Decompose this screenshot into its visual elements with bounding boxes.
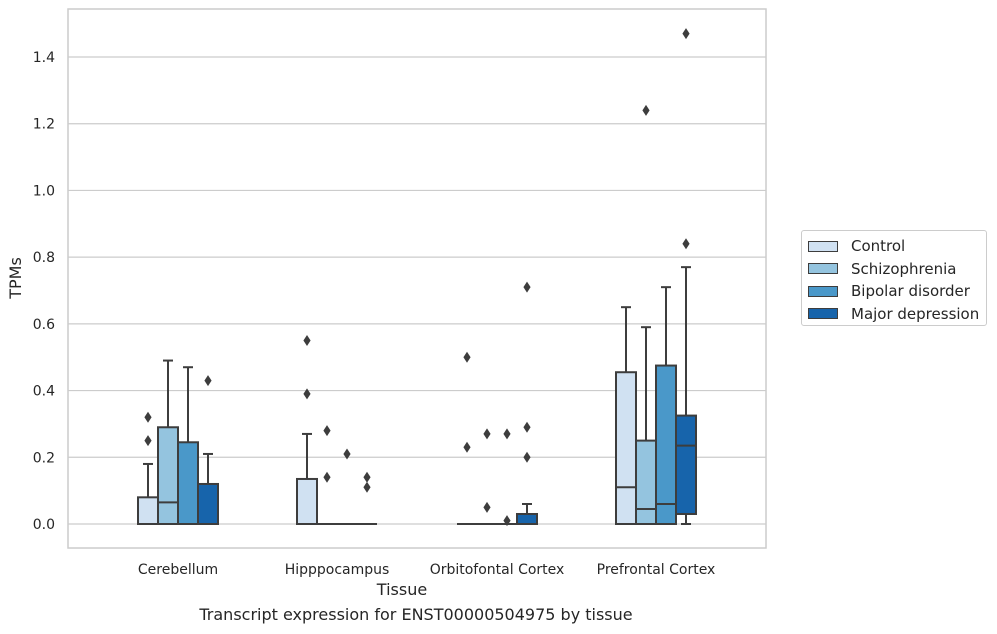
legend-label: Major depression — [851, 304, 980, 323]
legend: Control Schizophrenia Bipolar disorder Majo… — [801, 230, 987, 326]
legend-swatch — [808, 240, 838, 252]
outlier-point — [503, 428, 511, 440]
outlier-point — [523, 421, 531, 433]
plot-frame — [67, 8, 767, 549]
figure-caption: Transcript expression for ENST0000050497… — [199, 605, 633, 624]
legend-item: Schizophrenia — [808, 258, 986, 281]
outlier-point — [642, 104, 650, 116]
x-tick-label: Cerebellum — [138, 562, 218, 578]
outlier-point — [682, 28, 690, 40]
box-control-3 — [615, 306, 637, 525]
outlier-point — [483, 501, 491, 513]
legend-label: Bipolar disorder — [851, 282, 970, 301]
legend-item: Bipolar disorder — [808, 280, 986, 303]
boxes-layer — [137, 28, 697, 527]
y-tick-label: 1.0 — [33, 183, 55, 199]
legend-item: Major depression — [808, 303, 986, 326]
box-major-depression-2 — [516, 281, 538, 526]
y-tick-label: 0.2 — [33, 450, 55, 466]
box-bipolar-disorder-3 — [655, 286, 677, 525]
box-bipolar-disorder-0 — [177, 366, 199, 525]
box-control-1 — [296, 335, 318, 526]
y-tick-label: 0.4 — [33, 384, 55, 400]
outlier-point — [363, 471, 371, 483]
box-control-0 — [137, 411, 159, 526]
outlier-point — [682, 238, 690, 250]
y-tick-label: 0.8 — [33, 250, 55, 266]
outlier-point — [204, 375, 212, 387]
y-tick-label: 1.2 — [33, 117, 55, 133]
y-axis-label: TPMs — [6, 257, 25, 300]
box-bipolar-disorder-1 — [337, 448, 357, 525]
axis-layer: 0.0 0.2 0.4 0.6 0.8 1.0 1.2 1.4 Cerebellum Hipppo… — [33, 50, 716, 578]
box-body — [655, 364, 677, 525]
x-tick-label: Orbitofontal Cortex — [430, 562, 565, 578]
box-major-depression-3 — [675, 28, 697, 525]
legend-swatch — [808, 263, 838, 275]
x-tick-label: Prefrontal Cortex — [597, 562, 716, 578]
box-body — [157, 426, 179, 525]
legend-swatch — [808, 308, 838, 320]
x-tick-label: Hipppocampus — [285, 562, 390, 578]
x-axis-label: Tissue — [376, 580, 427, 599]
outlier-point — [144, 435, 152, 447]
box-major-depression-1 — [357, 471, 377, 525]
box-control-2 — [457, 351, 477, 525]
box-body — [177, 441, 199, 525]
legend-item: Control — [808, 235, 986, 258]
outlier-point — [303, 388, 311, 400]
box-body — [615, 371, 637, 525]
box-body — [296, 477, 318, 526]
outlier-point — [503, 515, 511, 527]
box-body — [197, 482, 219, 526]
box-body — [675, 414, 697, 515]
box-bipolar-disorder-2 — [497, 428, 517, 527]
outlier-point — [523, 451, 531, 463]
outlier-point — [463, 351, 471, 363]
box-body — [516, 512, 538, 526]
legend-label: Schizophrenia — [851, 259, 957, 278]
legend-swatch — [808, 285, 838, 297]
outlier-point — [483, 428, 491, 440]
legend-label: Control — [851, 237, 906, 256]
y-tick-label: 1.4 — [33, 50, 55, 66]
outlier-point — [323, 471, 331, 483]
box-schizophrenia-3 — [635, 104, 657, 526]
outlier-point — [343, 448, 351, 460]
outlier-point — [463, 441, 471, 453]
outlier-point — [363, 481, 371, 493]
outlier-point — [523, 281, 531, 293]
outlier-point — [303, 335, 311, 347]
box-body — [137, 496, 159, 526]
box-schizophrenia-2 — [477, 428, 497, 525]
box-major-depression-0 — [197, 375, 219, 526]
y-tick-label: 0.6 — [33, 317, 55, 333]
outlier-point — [323, 425, 331, 437]
box-body — [635, 439, 657, 526]
box-schizophrenia-0 — [157, 359, 179, 525]
box-schizophrenia-1 — [317, 425, 337, 525]
y-tick-label: 0.0 — [33, 517, 55, 533]
outlier-point — [144, 411, 152, 423]
